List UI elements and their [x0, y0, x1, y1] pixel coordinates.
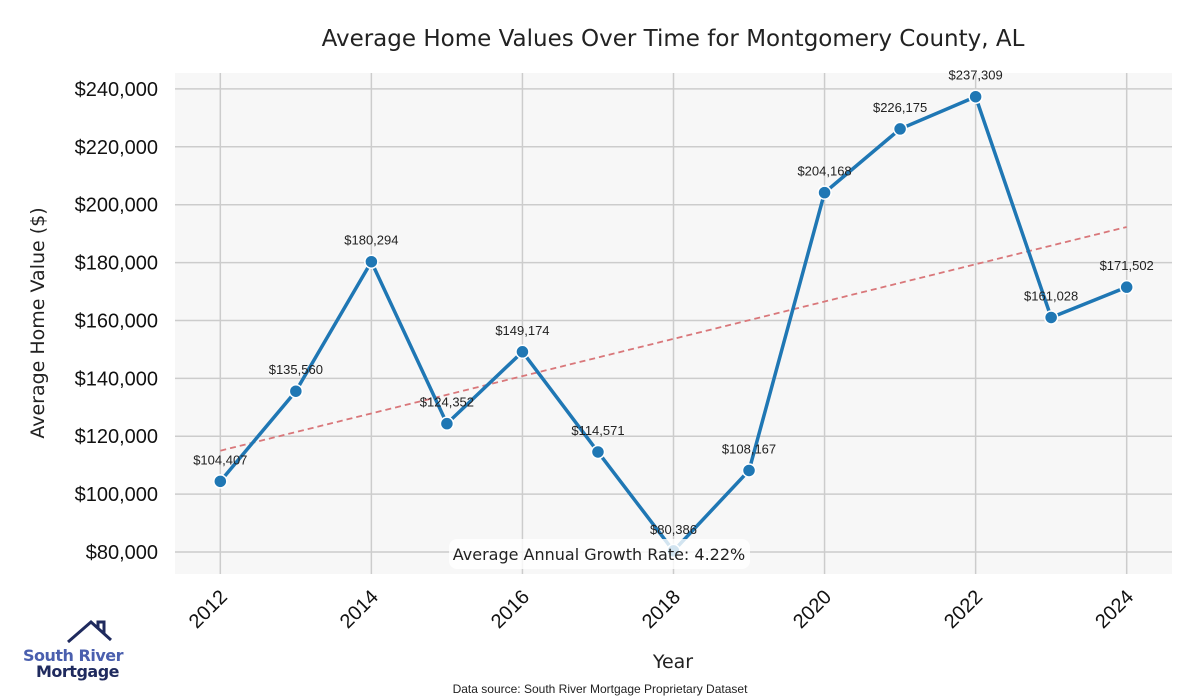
data-label: $108,167 — [722, 441, 776, 456]
data-label: $180,294 — [344, 233, 398, 248]
data-point — [439, 416, 455, 431]
data-label: $171,502 — [1100, 258, 1154, 273]
data-label: $204,168 — [797, 164, 851, 179]
data-label: $237,309 — [949, 68, 1003, 83]
x-tick-label: 2012 — [185, 586, 232, 633]
x-tick-label: 2022 — [940, 586, 987, 633]
x-tick-label: 2016 — [487, 586, 534, 633]
trend-line — [220, 226, 1127, 452]
x-tick-label: 2024 — [1091, 586, 1138, 633]
south-river-mortgage-logo: South River Mortgage — [22, 620, 124, 681]
y-tick-label: $120,000 — [75, 426, 158, 448]
data-label: $135,560 — [269, 362, 323, 377]
annotation-box — [449, 539, 750, 569]
logo-line2: Mortgage — [36, 662, 120, 681]
data-label: $226,175 — [873, 100, 927, 115]
y-tick-label: $180,000 — [75, 253, 158, 275]
x-tick-label: 2018 — [638, 586, 685, 633]
data-point — [1043, 310, 1059, 325]
growth-rate-annotation: Average Annual Growth Rate: 4.22% — [453, 545, 745, 564]
y-tick-label: $220,000 — [75, 137, 158, 159]
y-tick-label: $140,000 — [75, 368, 158, 390]
logo-line1: South River — [23, 646, 124, 665]
x-axis-label: Year — [652, 651, 693, 673]
x-tick-label: 2014 — [336, 586, 383, 633]
data-label: $124,352 — [420, 395, 474, 410]
y-tick-label: $240,000 — [75, 79, 158, 101]
data-label: $104,407 — [193, 452, 247, 467]
data-point — [288, 383, 304, 399]
data-source-note: Data source: South River Mortgage Propri… — [452, 682, 748, 696]
chart-title: Average Home Values Over Time for Montgo… — [322, 26, 1025, 52]
data-label: $114,571 — [571, 423, 624, 438]
data-point — [892, 121, 908, 137]
y-axis-label: Average Home Value ($) — [27, 207, 49, 438]
data-point — [968, 89, 983, 104]
data-point — [213, 474, 228, 489]
y-tick-label: $80,000 — [86, 542, 158, 564]
y-tick-label: $160,000 — [75, 310, 158, 332]
house-roof-icon — [67, 620, 113, 644]
y-tick-label: $200,000 — [75, 195, 158, 217]
x-tick-label: 2020 — [789, 586, 836, 633]
data-point — [1119, 279, 1134, 295]
data-point — [364, 254, 379, 269]
y-tick-label: $100,000 — [75, 484, 158, 506]
data-point — [741, 463, 757, 478]
data-point — [515, 344, 530, 360]
data-label: $149,174 — [495, 323, 549, 338]
data-label: $80,386 — [650, 522, 697, 537]
data-point — [590, 444, 606, 460]
data-label: $161,028 — [1024, 288, 1078, 303]
data-point — [817, 185, 832, 200]
